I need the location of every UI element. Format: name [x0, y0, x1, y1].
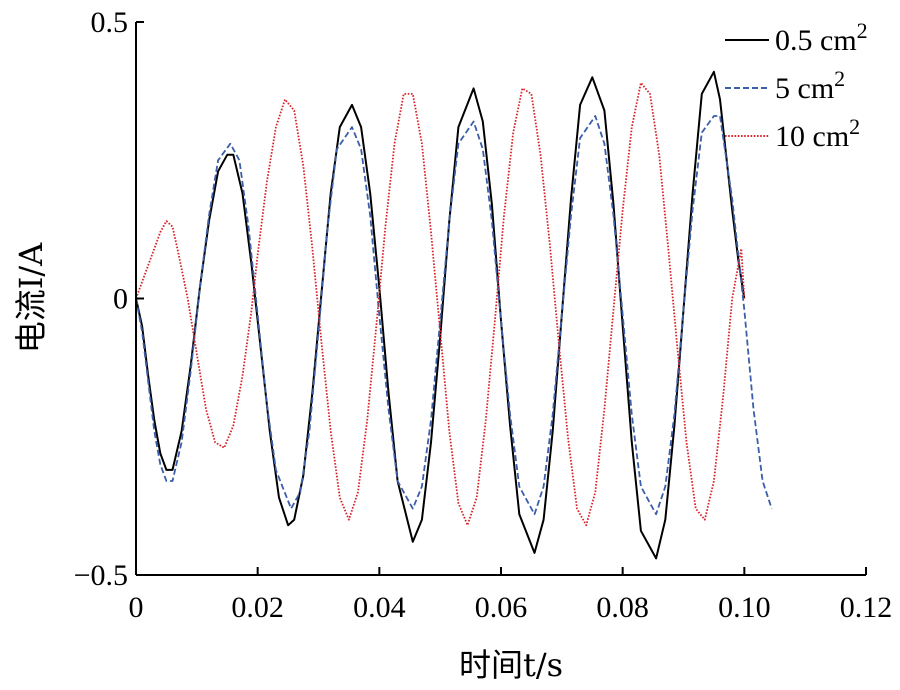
tick-marks: [135, 21, 867, 576]
x-tick-label: 0: [129, 591, 144, 624]
axes: [135, 22, 866, 576]
x-tick-label: 0.02: [231, 591, 284, 624]
y-axis-title: 电流I/A: [12, 242, 50, 353]
series-layer: [136, 70, 773, 560]
y-tick-labels: −0.5 0 0.5: [74, 6, 128, 592]
legend-label-2: 5 cm2: [775, 66, 845, 105]
y-tick-label: 0.5: [91, 6, 129, 39]
x-axis-title: 时间t/s: [459, 646, 563, 684]
x-tick-label: 0.04: [353, 591, 406, 624]
y-tick-label: 0: [113, 283, 128, 316]
x-tick-label: 0.06: [475, 591, 528, 624]
x-tick-label: 0.08: [596, 591, 649, 624]
y-tick-label: −0.5: [74, 559, 128, 592]
x-tick-label: 0.10: [718, 591, 771, 624]
legend-label-1: 0.5 cm2: [775, 18, 868, 57]
series-line-2: [136, 115, 773, 516]
series-line-1: [136, 70, 746, 560]
legend: 0.5 cm2 5 cm2 10 cm2: [725, 18, 868, 153]
legend-label-3: 10 cm2: [775, 114, 860, 153]
x-tick-labels: 0 0.02 0.04 0.06 0.08 0.10 0.12: [129, 591, 893, 624]
series-line-3: [136, 81, 746, 527]
x-tick-label: 0.12: [840, 591, 893, 624]
